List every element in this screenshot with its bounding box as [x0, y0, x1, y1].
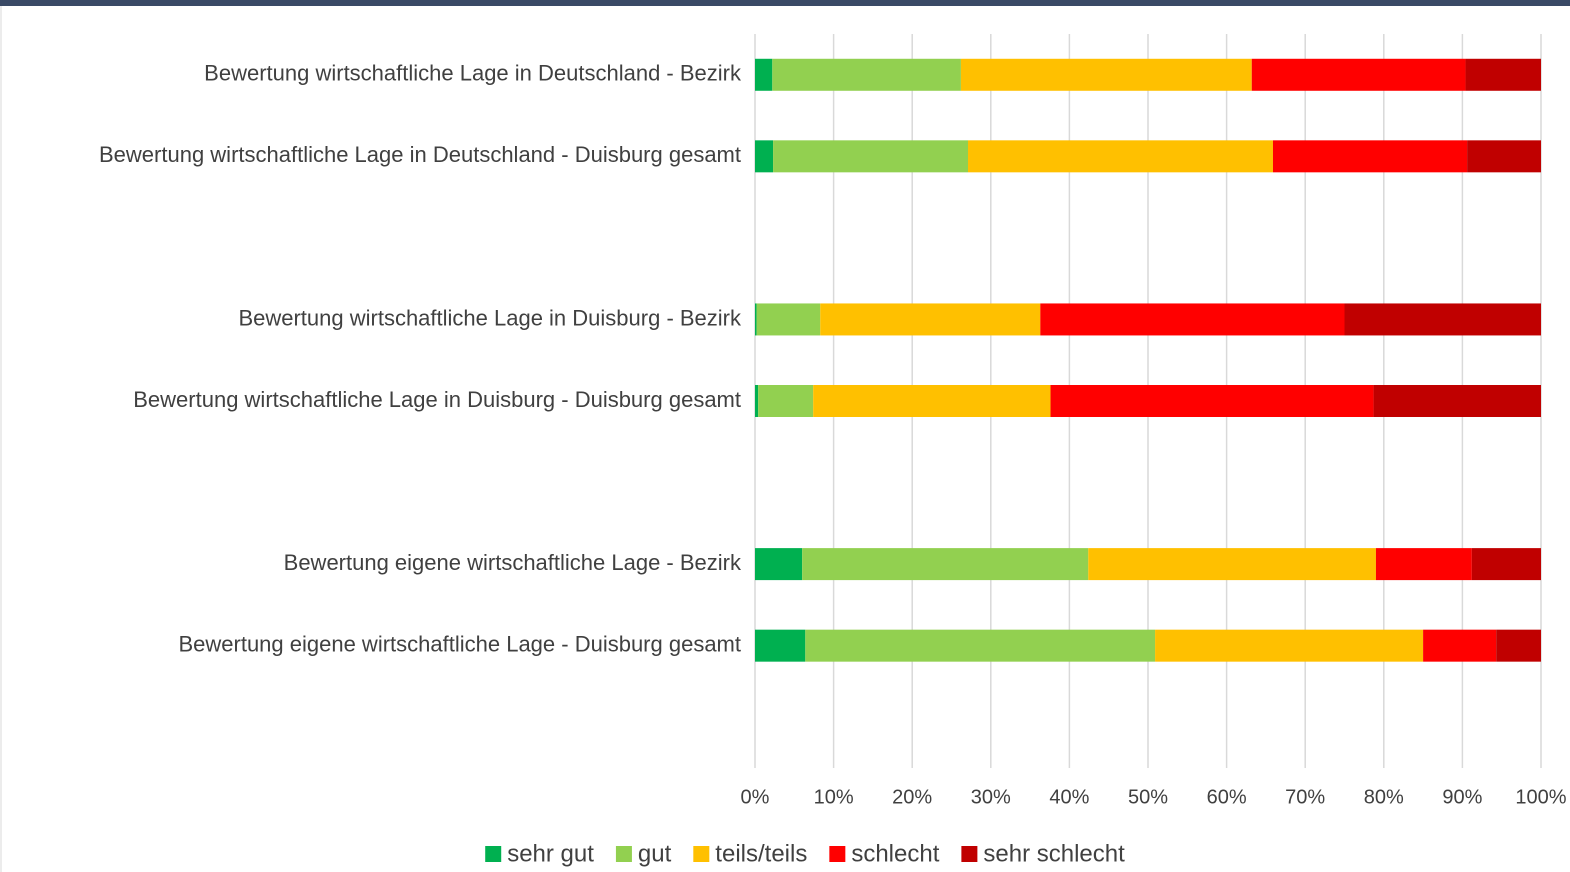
bar-segment	[758, 385, 814, 417]
x-tick-label: 30%	[971, 786, 1011, 808]
legend-label: gut	[638, 840, 672, 867]
bar-segment	[1272, 140, 1468, 173]
bar-segment	[1344, 303, 1541, 336]
x-tick-label: 70%	[1285, 786, 1325, 808]
x-tick-label: 0%	[741, 786, 770, 808]
x-tick-label: 40%	[1049, 786, 1089, 808]
bar-segment	[1465, 58, 1541, 91]
bar-segment	[968, 140, 1273, 173]
legend-swatch	[829, 846, 846, 862]
bar-segment	[756, 303, 821, 336]
bar-segment	[1040, 303, 1345, 336]
top-strip	[0, 0, 1570, 6]
bar-segment	[813, 385, 1051, 417]
bar-segment	[755, 629, 806, 662]
x-tick-label: 60%	[1207, 786, 1247, 808]
bar-segment	[820, 303, 1041, 336]
bar-segment	[755, 385, 759, 417]
bar-segment	[1467, 140, 1541, 173]
x-tick-label: 100%	[1515, 786, 1566, 808]
bar-segment	[1471, 548, 1541, 581]
legend-swatch	[485, 846, 502, 862]
bar-segment	[805, 629, 1156, 662]
bar-segment	[755, 58, 773, 91]
y-tick-label: Bewertung wirtschaftliche Lage in Deutsc…	[99, 142, 741, 167]
bar-segment	[1373, 385, 1541, 417]
x-tick-label: 50%	[1128, 786, 1168, 808]
bar-segment	[1088, 548, 1376, 581]
bar-segment	[755, 303, 757, 336]
bar-segment	[1496, 629, 1541, 662]
bar-segment	[1423, 629, 1497, 662]
legend-label: teils/teils	[715, 840, 807, 867]
legend-swatch	[615, 846, 632, 862]
legend-swatch	[693, 846, 710, 862]
legend-label: sehr gut	[507, 840, 594, 867]
legend-swatch	[961, 846, 978, 862]
bar-segment	[960, 58, 1252, 91]
x-tick-label: 20%	[892, 786, 932, 808]
y-tick-label: Bewertung wirtschaftliche Lage in Deutsc…	[204, 61, 742, 86]
y-tick-label: Bewertung wirtschaftliche Lage in Duisbu…	[238, 305, 742, 330]
legend-label: schlecht	[851, 840, 939, 867]
y-tick-label: Bewertung wirtschaftliche Lage in Duisbu…	[133, 387, 741, 412]
legend-label: sehr schlecht	[983, 840, 1125, 867]
bar-segment	[773, 140, 969, 173]
x-tick-label: 10%	[814, 786, 854, 808]
x-tick-label: 80%	[1364, 786, 1404, 808]
bar-segment	[1251, 58, 1466, 91]
y-tick-label: Bewertung eigene wirtschaftliche Lage - …	[178, 631, 741, 656]
bar-segment	[802, 548, 1089, 581]
bar-segment	[755, 548, 803, 581]
x-tick-label: 90%	[1442, 786, 1482, 808]
bar-segment	[772, 58, 961, 91]
bar-segment	[755, 140, 774, 173]
bar-segment	[1375, 548, 1472, 581]
y-tick-label: Bewertung eigene wirtschaftliche Lage - …	[284, 550, 742, 575]
bar-segment	[1050, 385, 1374, 417]
bar-segment	[1155, 629, 1424, 662]
